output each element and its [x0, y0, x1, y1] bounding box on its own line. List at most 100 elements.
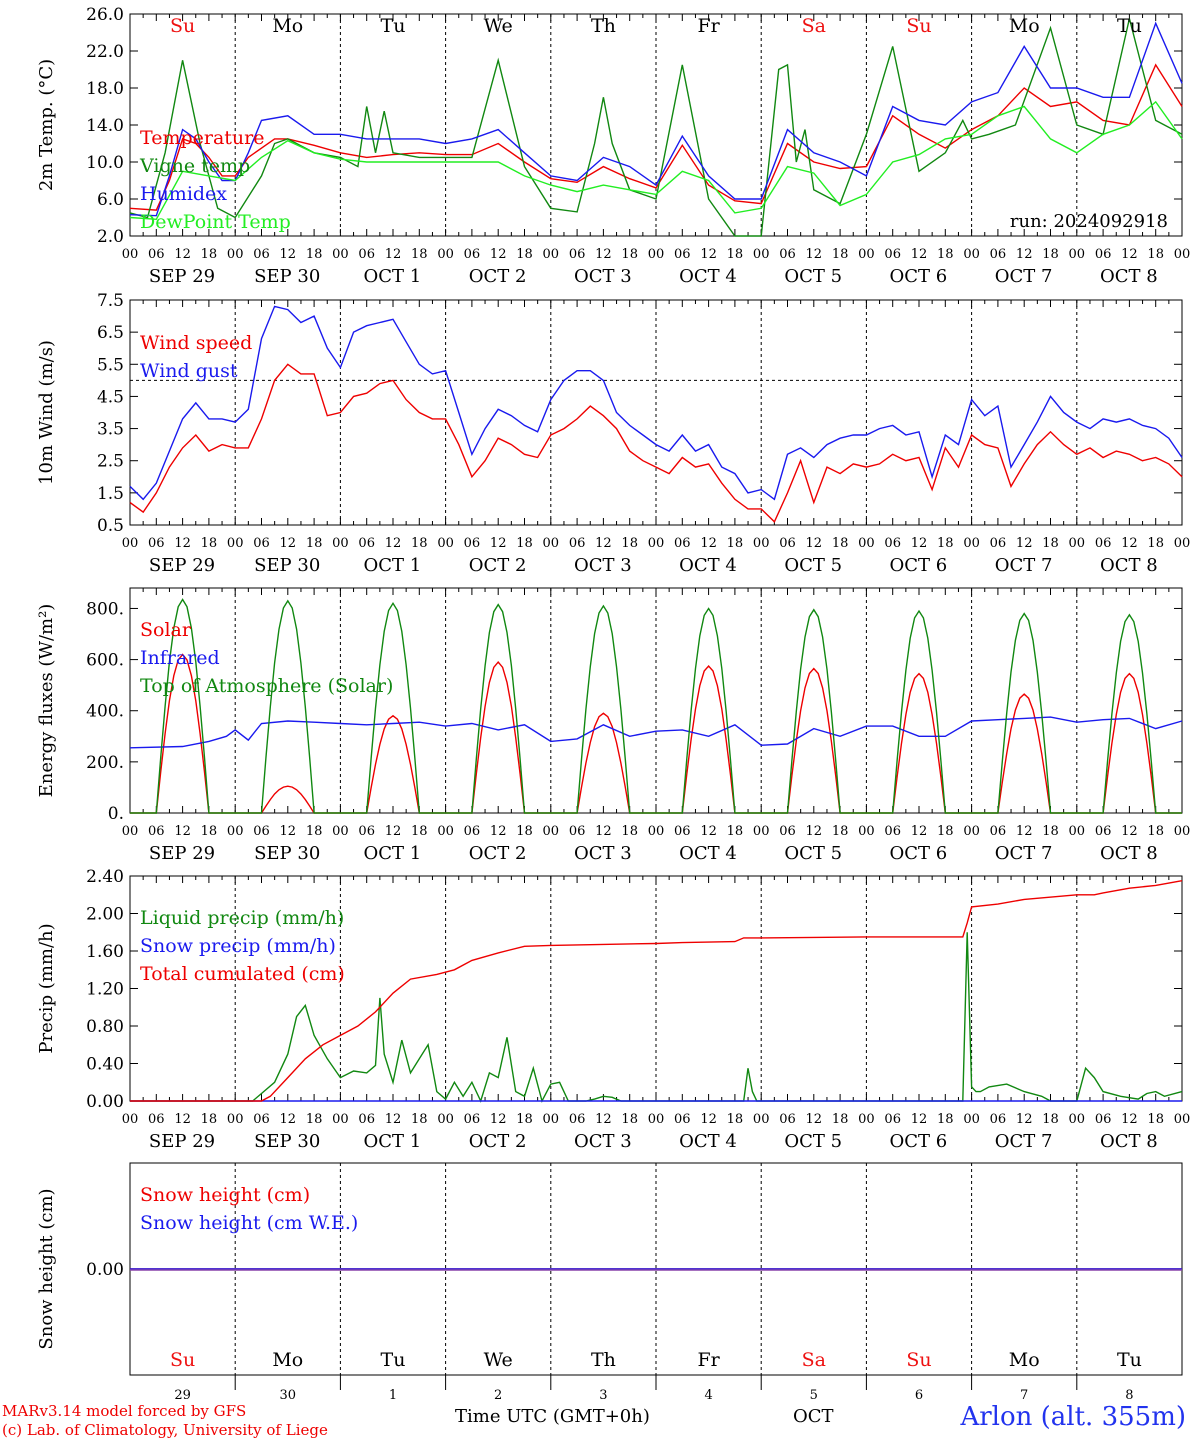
hour-tick-label: 00: [543, 247, 560, 262]
hour-tick-label: 00: [437, 1112, 454, 1127]
hour-tick-label: 00: [1069, 247, 1086, 262]
series-line: [129, 305, 1183, 501]
hour-tick-label: 12: [1121, 536, 1138, 551]
date-label: OCT 7: [995, 555, 1053, 576]
date-label: OCT 3: [574, 1131, 632, 1152]
date-label: SEP 30: [254, 843, 320, 864]
hour-tick-label: 12: [595, 824, 612, 839]
hour-tick-label: 00: [648, 247, 665, 262]
legend-entry: DewPoint Temp: [140, 211, 291, 233]
y-tick-label: 0.80: [86, 1017, 124, 1037]
hour-tick-label: 06: [674, 1112, 691, 1127]
hour-tick-label: 12: [700, 824, 717, 839]
x-axis-title: Time UTC (GMT+0h): [455, 1406, 650, 1427]
hour-tick-label: 06: [1095, 1112, 1112, 1127]
hour-tick-label: 18: [201, 247, 218, 262]
hour-tick-label: 18: [516, 824, 533, 839]
hour-tick-label: 00: [1069, 536, 1086, 551]
hour-tick-label: 00: [1069, 824, 1086, 839]
date-label: SEP 29: [149, 843, 215, 864]
y-tick-label: 0.00: [86, 1260, 124, 1280]
y-tick-label: 4.5: [97, 387, 124, 407]
hour-tick-label: 06: [569, 536, 586, 551]
hour-tick-label: 06: [884, 1112, 901, 1127]
series-line: [129, 716, 1183, 749]
hour-tick-label: 18: [727, 824, 744, 839]
date-label: OCT 8: [1100, 266, 1158, 287]
y-axis-label: Energy fluxes (W/m²): [36, 604, 57, 798]
day-name-footer: Tu: [1117, 1349, 1142, 1371]
hour-tick-label: 00: [227, 536, 244, 551]
hour-tick-label: 06: [464, 536, 481, 551]
date-label: OCT 2: [469, 843, 527, 864]
hour-tick-label: 00: [963, 1112, 980, 1127]
hour-tick-label: 18: [621, 824, 638, 839]
hour-tick-label: 12: [911, 824, 928, 839]
day-number: 2: [494, 1388, 502, 1403]
y-tick-label: 6.0: [97, 190, 124, 210]
plot-frame: [129, 299, 1183, 526]
hour-tick-label: 18: [411, 824, 428, 839]
date-label: OCT 4: [679, 555, 737, 576]
hour-tick-label: 12: [700, 247, 717, 262]
hour-tick-label: 12: [174, 536, 191, 551]
hour-tick-label: 18: [727, 1112, 744, 1127]
hour-tick-label: 18: [832, 1112, 849, 1127]
hour-tick-label: 06: [148, 247, 165, 262]
hour-tick-label: 06: [148, 536, 165, 551]
y-tick-label: 1.5: [97, 484, 124, 504]
hour-tick-label: 18: [306, 247, 323, 262]
hour-tick-label: 18: [1147, 247, 1164, 262]
hour-tick-label: 06: [358, 536, 375, 551]
hour-tick-label: 12: [595, 536, 612, 551]
day-name-footer: Mo: [1009, 1349, 1040, 1371]
hour-tick-label: 06: [148, 824, 165, 839]
hour-tick-label: 00: [1069, 1112, 1086, 1127]
date-label: OCT 1: [364, 843, 422, 864]
hour-tick-label: 06: [779, 824, 796, 839]
hour-tick-label: 18: [832, 824, 849, 839]
hour-tick-label: 18: [1042, 1112, 1059, 1127]
y-axis-label: Snow height (cm): [36, 1188, 57, 1349]
hour-tick-label: 18: [727, 536, 744, 551]
date-label: OCT 6: [890, 1131, 948, 1152]
legend-entry: Humidex: [140, 183, 227, 205]
hour-tick-label: 18: [1042, 536, 1059, 551]
credit-lab: (c) Lab. of Climatology, University of L…: [2, 1421, 328, 1439]
hour-tick-label: 18: [1042, 824, 1059, 839]
hour-tick-label: 00: [543, 1112, 560, 1127]
hour-tick-label: 18: [201, 824, 218, 839]
hour-tick-label: 18: [937, 536, 954, 551]
hour-tick-label: 18: [937, 247, 954, 262]
hour-tick-label: 06: [464, 247, 481, 262]
legend-entry: Snow height (cm): [140, 1184, 310, 1206]
hour-tick-label: 00: [543, 536, 560, 551]
hour-tick-label: 06: [990, 247, 1007, 262]
hour-tick-label: 00: [1174, 824, 1191, 839]
hour-tick-label: 18: [937, 824, 954, 839]
hour-tick-label: 06: [884, 536, 901, 551]
y-tick-label: 0.00: [86, 1092, 124, 1112]
date-label: OCT 5: [784, 266, 842, 287]
y-tick-label: 22.0: [86, 42, 124, 62]
y-axis-label: Precip (mm/h): [36, 923, 57, 1053]
y-tick-label: 2.0: [97, 227, 124, 247]
hour-tick-label: 18: [516, 247, 533, 262]
hour-tick-label: 12: [700, 536, 717, 551]
credit-model: MARv3.14 model forced by GFS: [2, 1402, 247, 1420]
legend-entry: Top of Atmosphere (Solar): [140, 675, 393, 697]
run-label: run: 2024092918: [1010, 211, 1168, 232]
hour-tick-label: 18: [621, 536, 638, 551]
date-label: OCT 7: [995, 843, 1053, 864]
hour-tick-label: 12: [806, 536, 823, 551]
hour-tick-label: 00: [1174, 247, 1191, 262]
hour-tick-label: 00: [963, 247, 980, 262]
station-name: Arlon (alt. 355m): [960, 1402, 1186, 1432]
day-number: 8: [1125, 1388, 1133, 1403]
hour-tick-label: 06: [779, 536, 796, 551]
hour-tick-label: 00: [332, 536, 349, 551]
day-name-footer: We: [484, 1349, 513, 1371]
y-tick-label: 10.0: [86, 153, 124, 173]
hour-tick-label: 00: [753, 536, 770, 551]
